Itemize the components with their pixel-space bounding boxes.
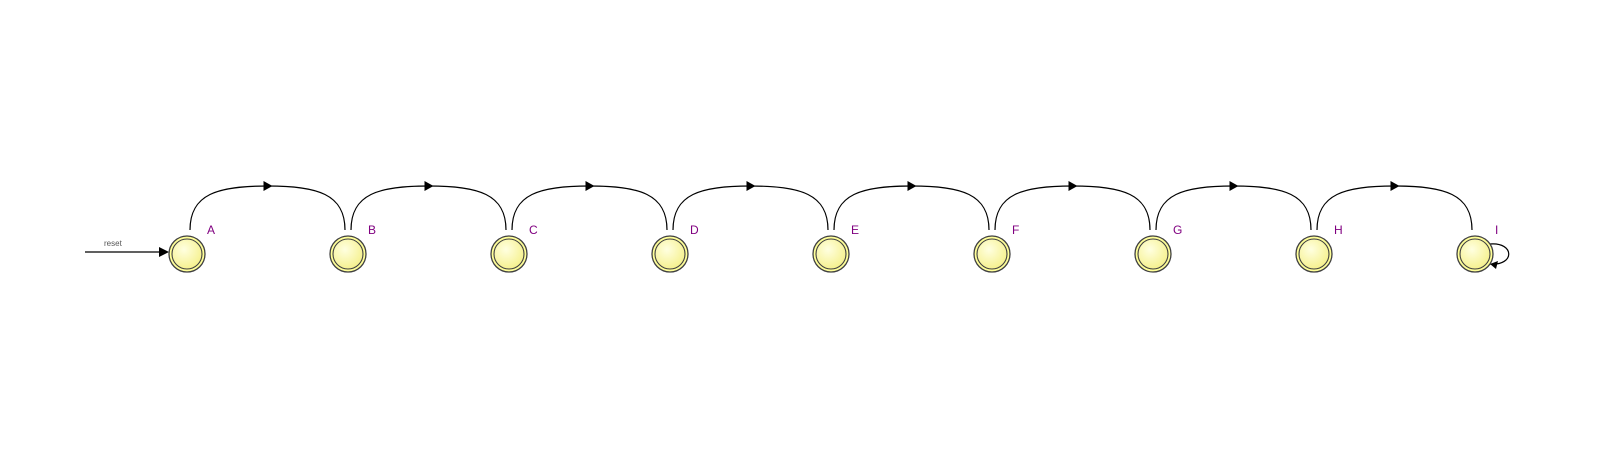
transition-arrowhead — [263, 181, 273, 191]
state-c: C — [490, 223, 538, 273]
transition-e-f — [833, 181, 990, 231]
initial-arrow-head — [159, 247, 169, 257]
state-label-c: C — [529, 223, 538, 237]
state-f: F — [973, 223, 1019, 273]
state-label-h: H — [1334, 223, 1343, 237]
state-c-inner-ring — [493, 238, 525, 270]
state-label-e: E — [851, 223, 859, 237]
state-b-inner-ring — [332, 238, 364, 270]
transition-d-e — [672, 181, 829, 231]
state-b: B — [329, 223, 376, 273]
transition-arrowhead — [1068, 181, 1078, 191]
initial-arrow-group: reset — [85, 239, 169, 257]
transition-a-b — [189, 181, 346, 231]
state-h: H — [1295, 223, 1343, 273]
state-a-inner-ring — [171, 238, 203, 270]
transition-c-d — [511, 181, 668, 231]
transition-arrowhead — [907, 181, 917, 191]
transition-arrowhead — [585, 181, 595, 191]
state-f-inner-ring — [976, 238, 1008, 270]
state-label-g: G — [1173, 223, 1182, 237]
state-h-inner-ring — [1298, 238, 1330, 270]
state-d: D — [651, 223, 699, 273]
state-label-a: A — [207, 223, 215, 237]
transition-arrowhead — [746, 181, 756, 191]
transition-arrowhead — [424, 181, 434, 191]
transition-h-i — [1316, 181, 1473, 231]
transitions-layer — [189, 181, 1510, 269]
state-e-inner-ring — [815, 238, 847, 270]
state-label-d: D — [690, 223, 699, 237]
state-label-f: F — [1012, 223, 1019, 237]
state-i-inner-ring — [1459, 238, 1491, 270]
state-e: E — [812, 223, 859, 273]
transition-i-i — [1489, 243, 1510, 269]
self-loop-arrowhead — [1490, 261, 1498, 269]
state-label-i: I — [1495, 223, 1498, 237]
transition-b-c — [350, 181, 507, 231]
initial-reset-label: reset — [104, 239, 123, 248]
states-layer: A B C D E F G H I — [168, 223, 1498, 273]
state-d-inner-ring — [654, 238, 686, 270]
state-g: G — [1134, 223, 1182, 273]
state-i: I — [1456, 223, 1498, 273]
transition-g-h — [1155, 181, 1312, 231]
transition-arrowhead — [1390, 181, 1400, 191]
transition-arrowhead — [1229, 181, 1239, 191]
state-a: A — [168, 223, 215, 273]
state-g-inner-ring — [1137, 238, 1169, 270]
transition-f-g — [994, 181, 1151, 231]
state-label-b: B — [368, 223, 376, 237]
